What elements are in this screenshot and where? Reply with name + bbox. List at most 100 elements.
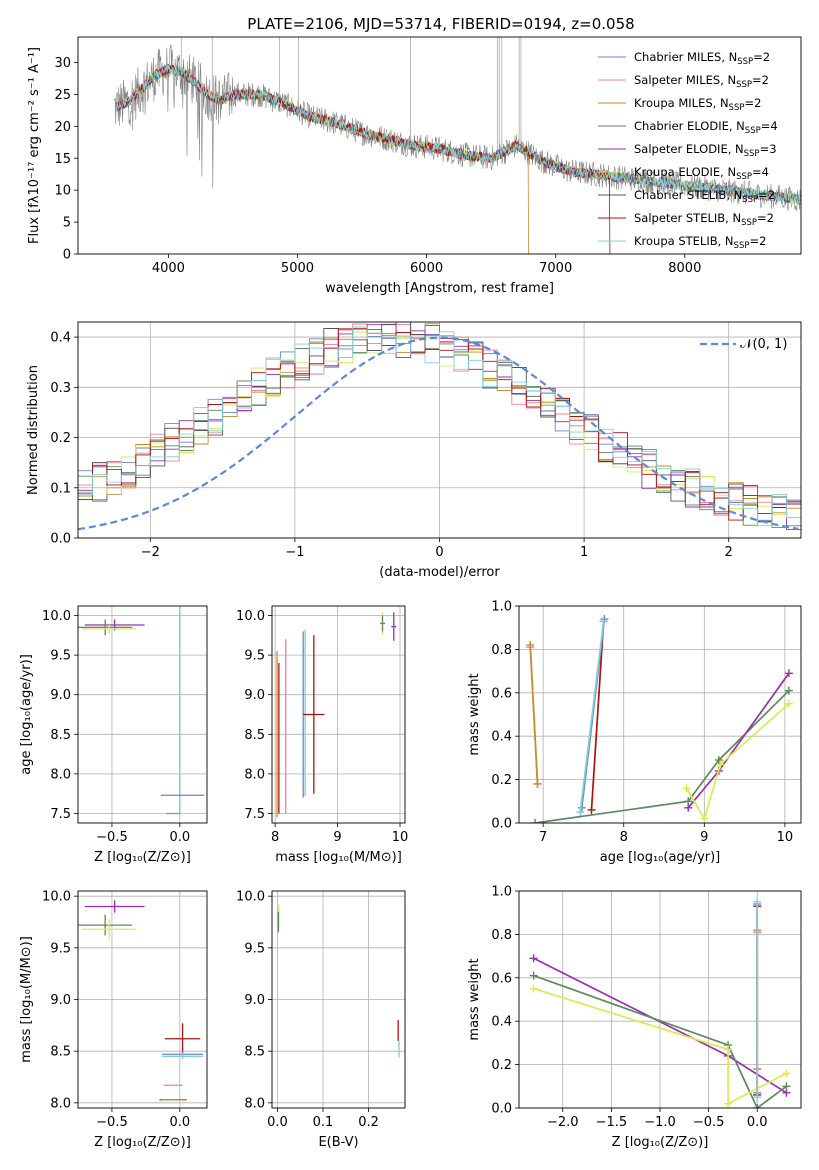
y-tick-label: 20 bbox=[54, 120, 71, 135]
axes-frame bbox=[77, 321, 802, 539]
weight-point-marker bbox=[714, 756, 723, 765]
weight-point-marker bbox=[753, 1093, 762, 1102]
x-tick-label: 7000 bbox=[539, 261, 572, 276]
weight-series-line bbox=[534, 689, 790, 823]
legend-label: 𝒩(0, 1) bbox=[740, 337, 787, 352]
weight-point-marker bbox=[682, 784, 691, 793]
legend-label: Salpeter STELIB, NSSP=2 bbox=[634, 211, 774, 228]
y-tick-label: 9.0 bbox=[50, 993, 71, 1008]
chart-age-vs-mass: 8 9 10 7.5 8.0 8.5 9.0 9.5 10.0 mass [log₁₀(M/M⊙)… bbox=[236, 605, 409, 865]
y-axis-label: Normed distribution bbox=[26, 365, 41, 495]
x-tick-label: 7 bbox=[539, 830, 547, 845]
y-tick-label: 0.4 bbox=[491, 1015, 512, 1030]
weight-point-marker bbox=[529, 971, 538, 980]
x-tick-label: −0.5 bbox=[96, 1115, 128, 1130]
x-tick-label: 9 bbox=[700, 830, 708, 845]
chart-mass-vs-ebv: 0.0 0.1 0.2 8.0 8.5 9.0 9.5 10.0 E(B-V) bbox=[236, 890, 406, 1150]
axes-frame bbox=[77, 36, 802, 255]
y-tick-label: 9.5 bbox=[50, 941, 71, 956]
x-tick-label: −2 bbox=[141, 545, 160, 560]
x-tick-label: 0.1 bbox=[313, 1115, 334, 1130]
chart-weight-vs-Z: −2.0 −1.5 −1.0 −0.5 0.0 0.0 0.2 0.4 0.6 0.8 1.0 Z [… bbox=[467, 885, 802, 1150]
model-spectrum bbox=[116, 64, 801, 205]
axes-frame bbox=[271, 605, 406, 824]
y-tick-label: 10.0 bbox=[236, 609, 265, 624]
x-axis-label: wavelength [Angstrom, rest frame] bbox=[325, 281, 554, 296]
weight-point-marker bbox=[587, 805, 596, 814]
error-bars bbox=[276, 612, 397, 818]
y-tick-label: 0.2 bbox=[50, 431, 71, 446]
weight-point-marker bbox=[531, 819, 540, 823]
weight-point-marker bbox=[724, 1099, 733, 1108]
y-axis-label: mass weight bbox=[467, 958, 482, 1040]
histograms bbox=[78, 322, 801, 531]
y-tick-label: 8.5 bbox=[50, 728, 71, 743]
y-tick-label: 0.2 bbox=[491, 1058, 512, 1073]
chart-spectrum: 4000 5000 6000 7000 8000 0 5 10 15 20 25 30 waveleng… bbox=[27, 36, 802, 296]
y-tick-label: 0.0 bbox=[491, 817, 512, 832]
weight-point-marker bbox=[784, 699, 793, 708]
weight-point-marker bbox=[724, 1045, 733, 1054]
x-tick-label: 6000 bbox=[410, 261, 443, 276]
y-axis-label: age [log₁₀(age/yr)] bbox=[19, 654, 34, 775]
legend-label: Kroupa ELODIE, NSSP=4 bbox=[634, 165, 769, 182]
axes-frame bbox=[518, 890, 802, 1109]
legend-label: Salpeter ELODIE, NSSP=3 bbox=[634, 142, 777, 159]
x-tick-label: 0.0 bbox=[169, 830, 190, 845]
y-axis-label: mass weight bbox=[467, 673, 482, 755]
y-tick-label: 9.5 bbox=[244, 941, 265, 956]
y-tick-label: 0.4 bbox=[491, 730, 512, 745]
x-tick-label: 4000 bbox=[152, 261, 185, 276]
y-tick-label: 7.5 bbox=[50, 807, 71, 822]
weight-point-marker bbox=[784, 686, 793, 695]
axes-frame bbox=[77, 890, 208, 1109]
y-tick-label: 0.8 bbox=[491, 928, 512, 943]
weight-series-line bbox=[529, 645, 539, 784]
x-tick-label: 5000 bbox=[281, 261, 314, 276]
weight-point-marker bbox=[784, 669, 793, 678]
y-tick-label: 25 bbox=[54, 88, 71, 103]
legend-label: Chabrier STELIB, NSSP=2 bbox=[634, 188, 775, 205]
y-tick-label: 0.4 bbox=[50, 331, 71, 346]
x-axis-label: E(B-V) bbox=[318, 1135, 358, 1150]
x-tick-label: 1 bbox=[580, 545, 588, 560]
x-tick-label: 10 bbox=[392, 830, 409, 845]
y-tick-label: 0.6 bbox=[491, 971, 512, 986]
y-tick-label: 0.6 bbox=[491, 686, 512, 701]
weight-point-marker bbox=[533, 779, 542, 788]
x-tick-label: 8000 bbox=[668, 261, 701, 276]
y-axis-label: Flux [fλ10⁻¹⁷ erg cm⁻² s⁻¹ A⁻¹] bbox=[27, 47, 42, 244]
y-axis-label: mass [log₁₀(M/M⊙)] bbox=[19, 936, 34, 1063]
y-tick-label: 9.0 bbox=[244, 993, 265, 1008]
y-tick-label: 5 bbox=[63, 216, 71, 231]
x-tick-label: −1.5 bbox=[596, 1115, 628, 1130]
x-tick-label: 0 bbox=[435, 545, 443, 560]
weight-series-line bbox=[579, 621, 605, 813]
y-tick-label: 9.5 bbox=[50, 649, 71, 664]
y-tick-label: 0.8 bbox=[491, 643, 512, 658]
weight-point-marker bbox=[782, 1069, 791, 1078]
y-tick-label: 0.0 bbox=[491, 1102, 512, 1117]
y-tick-label: 0.1 bbox=[50, 481, 71, 496]
chart-mass-vs-Z: −0.5 0.0 8.0 8.5 9.0 9.5 10.0 Z [log₁₀(Z/Z⊙)] ma… bbox=[19, 890, 208, 1150]
x-axis-label: age [log₁₀(age/yr)] bbox=[600, 850, 721, 865]
weight-point-marker bbox=[684, 803, 693, 812]
legend-label: Chabrier ELODIE, NSSP=4 bbox=[634, 119, 778, 136]
x-tick-label: 0.0 bbox=[747, 1115, 768, 1130]
x-tick-label: 0.0 bbox=[169, 1115, 190, 1130]
x-axis-label: mass [log₁₀(M/M⊙)] bbox=[275, 850, 402, 865]
spectrum-lines bbox=[113, 37, 801, 254]
error-bars bbox=[78, 900, 203, 1101]
y-tick-label: 8.5 bbox=[244, 1045, 265, 1060]
x-tick-label: 9 bbox=[333, 830, 341, 845]
x-tick-label: −1 bbox=[285, 545, 304, 560]
weight-point-marker bbox=[529, 984, 538, 993]
x-tick-label: −0.5 bbox=[693, 1115, 725, 1130]
error-bars bbox=[78, 606, 205, 815]
weight-point-marker bbox=[529, 954, 538, 963]
weight-point-marker bbox=[599, 617, 608, 626]
y-tick-label: 0.0 bbox=[50, 532, 71, 547]
x-axis-label: Z [log₁₀(Z/Z⊙)] bbox=[94, 1135, 191, 1150]
x-tick-label: 10 bbox=[777, 830, 794, 845]
weight-point-marker bbox=[782, 1082, 791, 1091]
